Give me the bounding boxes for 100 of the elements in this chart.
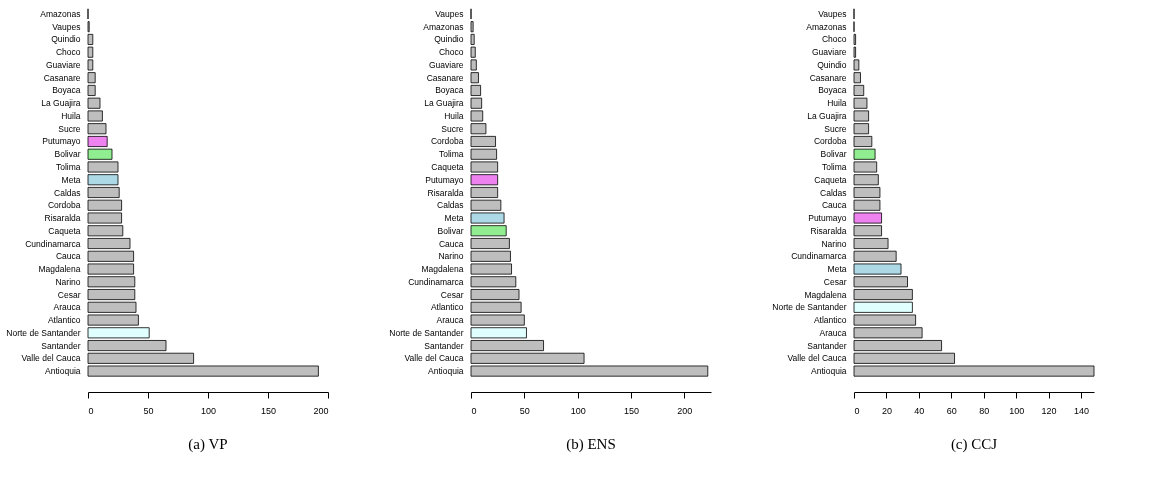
y-tick-label: Sucre xyxy=(58,123,81,134)
y-tick-label: Putumayo xyxy=(42,136,81,147)
y-tick-label: Quindio xyxy=(434,34,464,45)
y-tick-label: Bolivar xyxy=(820,149,847,160)
x-tick-label: 0 xyxy=(471,405,477,416)
y-tick-label: Huila xyxy=(61,110,81,121)
y-tick-label: La Guajira xyxy=(424,98,464,109)
y-tick-label: Norte de Santander xyxy=(6,327,81,338)
y-tick-label: Cordoba xyxy=(47,200,81,211)
y-tick-label: Quindio xyxy=(817,59,847,70)
y-tick-label: Valle del Cauca xyxy=(21,353,81,364)
y-tick-label: Vaupes xyxy=(818,8,847,19)
y-tick-label: Cundinamarca xyxy=(791,251,847,262)
y-tick-label: Valle del Cauca xyxy=(404,353,464,364)
y-tick-label: La Guajira xyxy=(41,98,81,109)
y-tick-label: Cesar xyxy=(57,289,81,300)
x-tick-label: 0 xyxy=(854,405,860,416)
y-tick-label: Amazonas xyxy=(806,21,847,32)
y-tick-label: Cesar xyxy=(823,276,847,287)
y-tick-label: Sucre xyxy=(441,123,464,134)
y-tick-label: Magdalena xyxy=(421,264,464,275)
x-tick-label: 60 xyxy=(946,405,957,416)
bar xyxy=(853,187,881,198)
y-tick-label: Antioquia xyxy=(811,366,847,377)
y-tick-label: Risaralda xyxy=(44,213,81,224)
bar xyxy=(470,187,499,198)
y-tick-label: Cauca xyxy=(821,200,847,211)
y-tick-label: Santander xyxy=(807,340,847,351)
y-tick-label: Huila xyxy=(827,98,847,109)
y-tick-label: Boyaca xyxy=(818,85,847,96)
x-tick-label: 200 xyxy=(313,405,329,416)
x-tick-label: 50 xyxy=(519,405,530,416)
y-tick-label: Guaviare xyxy=(46,59,81,70)
x-tick-label: 150 xyxy=(260,405,277,416)
y-tick-label: Casanare xyxy=(43,72,81,83)
y-tick-label: Risaralda xyxy=(810,225,847,236)
y-tick-label: Caqueta xyxy=(814,174,847,185)
bar xyxy=(87,187,120,198)
y-tick-label: Santander xyxy=(41,340,81,351)
x-tick-label: 80 xyxy=(979,405,990,416)
y-tick-label: Antioquia xyxy=(428,366,464,377)
y-tick-label: Choco xyxy=(821,34,847,45)
y-tick-label: Arauca xyxy=(819,327,847,338)
y-tick-label: Casanare xyxy=(809,72,847,83)
x-tick-label: 150 xyxy=(623,405,640,416)
y-tick-label: Risaralda xyxy=(427,187,464,198)
y-tick-label: Cesar xyxy=(440,289,464,300)
y-tick-label: Amazonas xyxy=(40,8,81,19)
y-tick-label: Boyaca xyxy=(435,85,464,96)
y-tick-label: Quindio xyxy=(51,34,81,45)
y-tick-label: La Guajira xyxy=(807,110,847,121)
y-tick-label: Santander xyxy=(424,340,464,351)
y-tick-label: Vaupes xyxy=(52,21,81,32)
x-tick-label: 20 xyxy=(881,405,892,416)
text: (c) CCJ xyxy=(950,436,998,453)
x-tick-label: 0 xyxy=(88,405,94,416)
x-tick-label: 100 xyxy=(200,405,217,416)
y-tick-label: Atlantico xyxy=(430,302,464,313)
y-tick-label: Caqueta xyxy=(48,225,81,236)
y-tick-label: Boyaca xyxy=(52,85,81,96)
y-tick-label: Meta xyxy=(61,174,81,185)
y-tick-label: Magdalena xyxy=(38,264,81,275)
y-tick-label: Magdalena xyxy=(804,289,847,300)
y-tick-label: Casanare xyxy=(426,72,464,83)
x-tick-label: 100 xyxy=(1009,405,1025,416)
y-tick-label: Choco xyxy=(438,47,464,58)
y-tick-label: Tolima xyxy=(821,161,847,172)
x-tick-label: 100 xyxy=(570,405,586,416)
y-tick-label: Narino xyxy=(821,238,847,249)
y-tick-label: Meta xyxy=(827,264,847,275)
y-tick-label: Putumayo xyxy=(808,213,847,224)
y-tick-label: Cundinamarca xyxy=(25,238,81,249)
y-tick-label: Atlantico xyxy=(813,315,847,326)
y-tick-label: Vaupes xyxy=(435,8,464,19)
y-tick-label: Caldas xyxy=(54,187,81,198)
y-tick-label: Huila xyxy=(444,110,464,121)
y-tick-label: Sucre xyxy=(824,123,847,134)
y-tick-label: Putumayo xyxy=(425,174,464,185)
y-tick-label: Norte de Santander xyxy=(389,327,464,338)
x-tick-label: 40 xyxy=(914,405,925,416)
y-tick-label: Guaviare xyxy=(429,59,464,70)
y-tick-label: Atlantico xyxy=(47,315,81,326)
y-tick-label: Meta xyxy=(444,213,464,224)
x-tick-label: 120 xyxy=(1041,405,1057,416)
y-tick-label: Arauca xyxy=(53,302,81,313)
y-tick-label: Arauca xyxy=(436,315,464,326)
x-tick-label: 200 xyxy=(677,405,693,416)
text: (a) VP xyxy=(188,436,228,453)
y-tick-label: Caldas xyxy=(437,200,464,211)
y-tick-label: Cauca xyxy=(438,238,464,249)
text: (b) ENS xyxy=(566,436,616,453)
y-tick-label: Caqueta xyxy=(431,161,464,172)
y-tick-label: Bolivar xyxy=(54,149,81,160)
y-tick-label: Choco xyxy=(55,47,81,58)
y-tick-label: Narino xyxy=(438,251,464,262)
x-tick-label: 50 xyxy=(143,405,154,416)
bar xyxy=(470,21,474,33)
y-tick-label: Narino xyxy=(55,276,81,287)
y-tick-label: Cauca xyxy=(55,251,81,262)
y-tick-label: Bolivar xyxy=(437,225,464,236)
